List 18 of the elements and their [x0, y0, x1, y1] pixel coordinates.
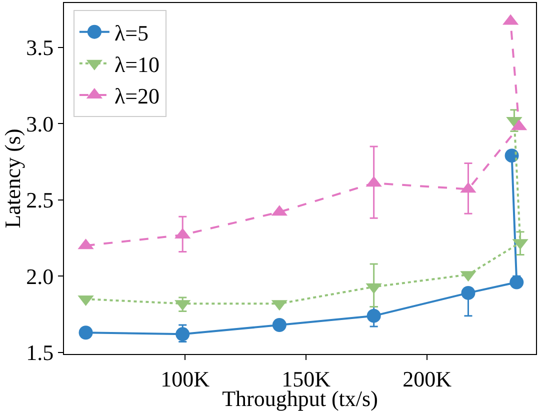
legend-label: λ=5	[114, 20, 149, 46]
y-tick-label: 3.0	[26, 111, 54, 136]
point	[461, 286, 476, 300]
y-tick-label: 2.5	[26, 188, 54, 213]
point	[366, 308, 381, 323]
point	[504, 148, 519, 163]
y-axis-title: Latency (s)	[0, 128, 25, 228]
y-tick-label: 3.5	[26, 34, 54, 60]
x-tick-label: 200K	[402, 366, 452, 392]
legend-label: λ=20	[114, 84, 160, 109]
y-tick-label: 1.5	[26, 340, 54, 366]
x-tick-label: 100K	[160, 366, 210, 392]
y-tick-label: 2.0	[26, 264, 54, 289]
point	[272, 318, 286, 332]
point	[78, 326, 93, 340]
point	[510, 275, 524, 290]
legend-label: λ=10	[114, 52, 160, 77]
point	[176, 327, 190, 342]
